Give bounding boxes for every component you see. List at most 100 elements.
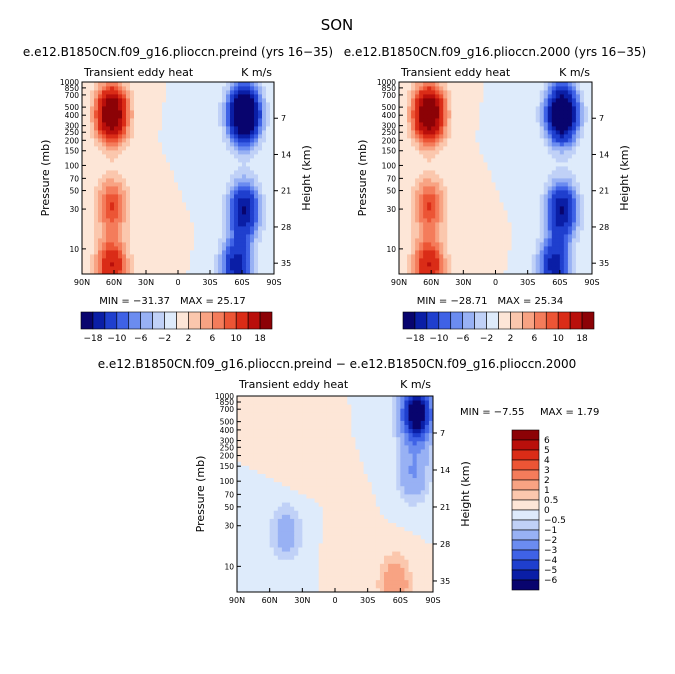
heatmap-cell bbox=[146, 86, 151, 91]
heatmap-cell bbox=[407, 266, 412, 271]
heatmap-cell bbox=[539, 174, 545, 179]
heatmap-cell bbox=[563, 146, 569, 151]
heatmap-cell bbox=[519, 226, 525, 231]
heatmap-cell bbox=[499, 90, 504, 95]
heatmap-cell bbox=[174, 82, 179, 87]
heatmap-cell bbox=[415, 126, 420, 131]
heatmap-cell bbox=[150, 150, 155, 155]
heatmap-cell bbox=[174, 254, 179, 259]
heatmap-cell bbox=[463, 186, 468, 191]
heatmap-cell bbox=[254, 122, 259, 127]
heatmap-cell bbox=[483, 234, 488, 239]
heatmap-cell bbox=[162, 114, 167, 119]
heatmap-cell bbox=[400, 583, 405, 589]
heatmap-cell bbox=[403, 182, 408, 187]
heatmap-cell bbox=[511, 258, 516, 263]
heatmap-cell bbox=[563, 242, 569, 247]
heatmap-cell bbox=[150, 198, 155, 203]
heatmap-cell bbox=[230, 166, 235, 171]
heatmap-cell bbox=[451, 258, 456, 263]
heatmap-cell bbox=[182, 250, 187, 255]
heatmap-cell bbox=[114, 270, 119, 275]
heatmap-cell bbox=[567, 82, 573, 87]
heatmap-cell bbox=[563, 154, 569, 159]
heatmap-cell bbox=[262, 126, 267, 131]
heatmap-cell bbox=[435, 142, 440, 147]
heatmap-cell bbox=[142, 234, 147, 239]
heatmap-cell bbox=[266, 234, 271, 239]
heatmap-cell bbox=[507, 114, 512, 119]
heatmap-cell bbox=[563, 106, 569, 111]
heatmap-cell bbox=[447, 94, 452, 99]
heatmap-cell bbox=[515, 130, 521, 135]
heatmap-cell bbox=[158, 218, 163, 223]
heatmap-cell bbox=[423, 146, 428, 151]
heatmap-cell bbox=[404, 579, 409, 585]
heatmap-cell bbox=[423, 122, 428, 127]
heatmap-cell bbox=[439, 250, 444, 255]
heatmap-cell bbox=[451, 90, 456, 95]
heatmap-cell bbox=[106, 234, 111, 239]
heatmap-cell bbox=[265, 575, 271, 581]
heatmap-cell bbox=[455, 166, 460, 171]
heatmap-cell bbox=[587, 222, 593, 227]
heatmap-cell bbox=[399, 222, 404, 227]
heatmap-cell bbox=[102, 222, 107, 227]
heatmap-cell bbox=[567, 254, 573, 259]
heatmap-cell bbox=[202, 114, 207, 119]
heatmap-cell bbox=[242, 214, 247, 219]
heatmap-cell bbox=[567, 122, 573, 127]
heatmap-cell bbox=[431, 246, 436, 251]
heatmap-cell bbox=[567, 230, 573, 235]
heatmap-cell bbox=[122, 118, 127, 123]
heatmap-cell bbox=[551, 130, 557, 135]
heatmap-cell bbox=[355, 587, 360, 593]
heatmap-cell bbox=[535, 154, 541, 159]
heatmap-cell bbox=[154, 150, 159, 155]
heatmap-cell bbox=[182, 146, 187, 151]
heatmap-cell bbox=[226, 158, 231, 163]
heatmap-cell bbox=[371, 579, 377, 585]
heatmap-cell bbox=[190, 162, 195, 167]
heatmap-cell bbox=[527, 130, 533, 135]
heatmap-cell bbox=[250, 214, 255, 219]
heatmap-cell bbox=[587, 202, 593, 207]
heatmap-cell bbox=[158, 98, 163, 103]
heatmap-cell bbox=[483, 262, 488, 267]
heatmap-cell bbox=[257, 571, 262, 577]
heatmap-cell bbox=[218, 210, 223, 215]
heatmap-cell bbox=[499, 258, 504, 263]
heatmap-cell bbox=[583, 186, 589, 191]
heatmap-cell bbox=[403, 194, 408, 199]
heatmap-cell bbox=[86, 86, 91, 91]
heatmap-cell bbox=[254, 230, 259, 235]
heatmap-cell bbox=[427, 238, 432, 243]
heatmap-cell bbox=[286, 583, 291, 589]
heatmap-cell bbox=[416, 587, 422, 593]
heatmap-cell bbox=[439, 230, 444, 235]
heatmap-cell bbox=[266, 246, 271, 251]
heatmap-cell bbox=[495, 222, 500, 227]
heatmap-cell bbox=[511, 182, 516, 187]
heatmap-cell bbox=[174, 210, 179, 215]
heatmap-cell bbox=[547, 238, 553, 243]
heatmap-cell bbox=[419, 102, 424, 107]
heatmap-cell bbox=[170, 126, 175, 131]
heatmap-cell bbox=[471, 230, 476, 235]
heatmap-cell bbox=[419, 166, 424, 171]
heatmap-cell bbox=[190, 190, 195, 195]
heatmap-cell bbox=[138, 222, 143, 227]
heatmap-cell bbox=[130, 242, 135, 247]
heatmap-cell bbox=[202, 118, 207, 123]
heatmap-cell bbox=[491, 258, 496, 263]
heatmap-cell bbox=[455, 238, 460, 243]
heatmap-cell bbox=[515, 206, 521, 211]
heatmap-cell bbox=[158, 194, 163, 199]
heatmap-cell bbox=[246, 110, 251, 115]
heatmap-cell bbox=[515, 210, 521, 215]
heatmap-cell bbox=[258, 202, 263, 207]
heatmap-cell bbox=[154, 258, 159, 263]
heatmap-cell bbox=[563, 126, 569, 131]
heatmap-cell bbox=[499, 126, 504, 131]
heatmap-cell bbox=[471, 98, 476, 103]
